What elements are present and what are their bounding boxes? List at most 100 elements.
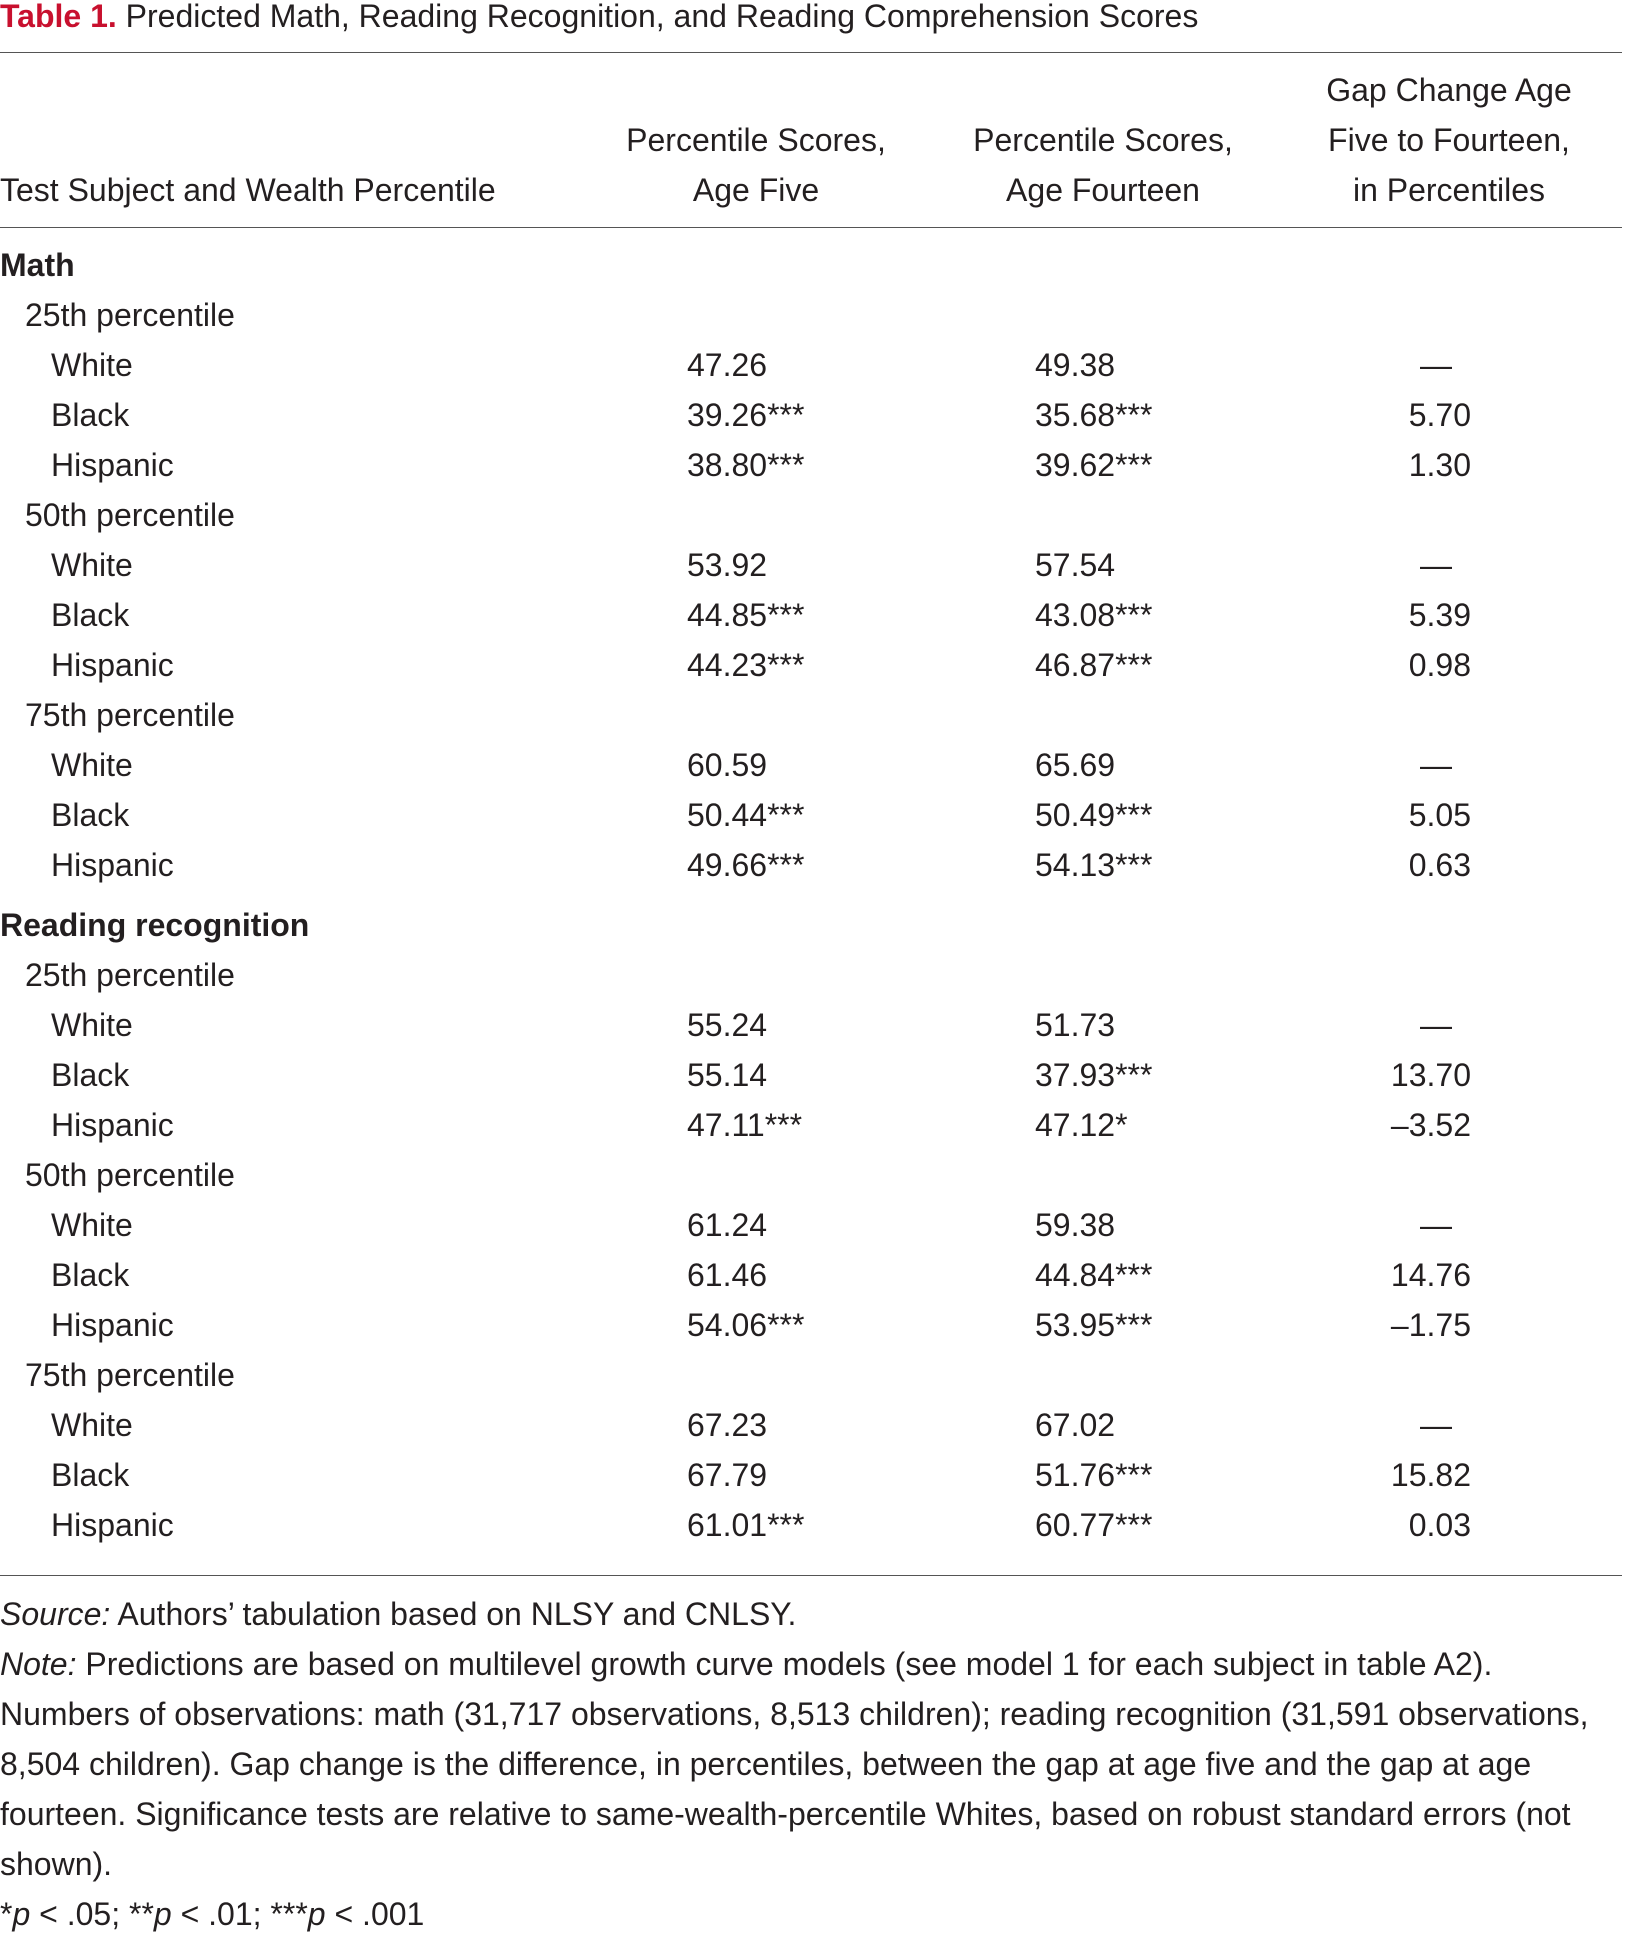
row-label: Hispanic [51, 1307, 174, 1343]
top-rule [0, 52, 1622, 53]
cell: 53.95*** [1035, 1307, 1153, 1343]
row-label: Hispanic [51, 447, 174, 483]
footnote-part: < .001 [325, 1896, 425, 1932]
cell: 5.39 [1408, 597, 1471, 633]
cell: 49.38 [1035, 347, 1116, 383]
row-label: White [51, 347, 133, 383]
row-label: Black [51, 397, 130, 433]
row-label: Black [51, 1457, 130, 1493]
cell: 47.11*** [687, 1107, 803, 1143]
row-label: White [51, 747, 133, 783]
cell: 50.49*** [1035, 797, 1153, 833]
section-label: Reading recognition [0, 907, 310, 943]
row-label: Hispanic [51, 1507, 174, 1543]
cell: –1.75 [1390, 1307, 1471, 1343]
cell: 49.66*** [687, 847, 805, 883]
cell: 67.23 [687, 1407, 768, 1443]
section-label: Math [0, 247, 75, 283]
row-label: Black [51, 1057, 130, 1093]
column-header: Age Five [692, 172, 820, 208]
source-text: Authors’ tabulation based on NLSY and CN… [110, 1596, 797, 1632]
group-label: 75th percentile [25, 1357, 235, 1393]
row-label: Black [51, 1257, 130, 1293]
cell: 43.08*** [1035, 597, 1153, 633]
row-label: White [51, 547, 133, 583]
title-text: Predicted Math, Reading Recognition, and… [125, 0, 1199, 34]
cell: 61.01*** [687, 1507, 805, 1543]
cell: 39.26*** [687, 397, 805, 433]
cell: 14.76 [1390, 1257, 1471, 1293]
source-note: Source: Authors’ tabulation based on NLS… [0, 1589, 1622, 1639]
row-label: Hispanic [51, 647, 174, 683]
cell: 51.73 [1035, 1007, 1116, 1043]
cell: 54.06*** [687, 1307, 805, 1343]
cell: 53.92 [687, 547, 768, 583]
footnote-part: < .01; *** [171, 1896, 308, 1932]
cell: 67.02 [1035, 1407, 1116, 1443]
cell: 5.70 [1408, 397, 1471, 433]
cell: — [1420, 1007, 1452, 1043]
cell: 54.13*** [1035, 847, 1153, 883]
column-header: Gap Change Age [1326, 72, 1572, 108]
cell: 0.03 [1408, 1507, 1471, 1543]
group-label: 25th percentile [25, 297, 235, 333]
column-header: Percentile Scores, [626, 122, 886, 158]
note-label: Note: [0, 1646, 77, 1682]
cell: 55.14 [687, 1057, 768, 1093]
group-label: 50th percentile [25, 497, 235, 533]
cell: 0.98 [1408, 647, 1471, 683]
cell: 15.82 [1390, 1457, 1471, 1493]
row-label: White [51, 1407, 133, 1443]
row-label: White [51, 1207, 133, 1243]
cell: — [1420, 1407, 1452, 1443]
footnote-part: p [12, 1896, 31, 1932]
header-rule [0, 227, 1622, 228]
cell: 1.30 [1408, 447, 1471, 483]
cell: 65.69 [1035, 747, 1116, 783]
footnote-part: < .05; ** [30, 1896, 154, 1932]
cell: 57.54 [1035, 547, 1116, 583]
column-header: in Percentiles [1352, 172, 1546, 208]
cell: 61.24 [687, 1207, 768, 1243]
cell: 44.84*** [1035, 1257, 1153, 1293]
cell: 60.59 [687, 747, 768, 783]
cell: –3.52 [1390, 1107, 1471, 1143]
cell: — [1420, 347, 1452, 383]
cell: 60.77*** [1035, 1507, 1153, 1543]
group-label: 75th percentile [25, 697, 235, 733]
cell: — [1420, 547, 1452, 583]
row-label: Black [51, 597, 130, 633]
row-label: Hispanic [51, 847, 174, 883]
group-label: 50th percentile [25, 1157, 235, 1193]
cell: 44.23*** [687, 647, 805, 683]
cell: 50.44*** [687, 797, 805, 833]
cell: 37.93*** [1035, 1057, 1153, 1093]
table-title: Table 1. Predicted Math, Reading Recogni… [0, 0, 1198, 41]
cell: 51.76*** [1035, 1457, 1153, 1493]
source-label: Source: [0, 1596, 111, 1632]
cell: 0.63 [1408, 847, 1471, 883]
cell: — [1420, 1207, 1452, 1243]
column-header: Test Subject and Wealth Percentile [0, 172, 496, 208]
row-label: Black [51, 797, 130, 833]
title-label: Table 1. [0, 0, 117, 34]
cell: 61.46 [687, 1257, 768, 1293]
bottom-rule [0, 1575, 1622, 1576]
cell: — [1420, 747, 1452, 783]
cell: 13.70 [1390, 1057, 1471, 1093]
row-label: White [51, 1007, 133, 1043]
row-label: Hispanic [51, 1107, 174, 1143]
column-header: Five to Fourteen, [1328, 122, 1570, 158]
footnote-part: * [0, 1896, 13, 1932]
cell: 35.68*** [1035, 397, 1153, 433]
column-header: Age Fourteen [1006, 172, 1200, 208]
notes: Source: Authors’ tabulation based on NLS… [0, 1589, 1622, 1935]
cell: 55.24 [687, 1007, 768, 1043]
cell: 38.80*** [687, 447, 805, 483]
group-label: 25th percentile [25, 957, 235, 993]
cell: 59.38 [1035, 1207, 1116, 1243]
cell: 67.79 [687, 1457, 768, 1493]
general-note: Note: Predictions are based on multileve… [0, 1639, 1622, 1889]
cell: 44.85*** [687, 597, 805, 633]
note-text: Predictions are based on multilevel grow… [0, 1646, 1589, 1882]
